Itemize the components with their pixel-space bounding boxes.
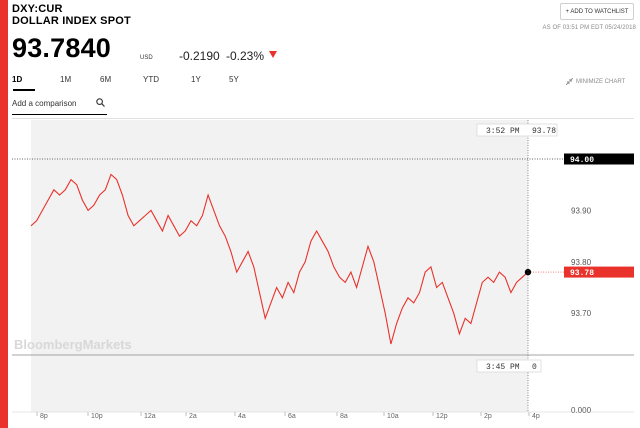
price-change: -0.2190 [179,49,220,63]
down-triangle-icon [269,51,277,58]
x-tick-label: 4a [238,413,246,420]
reference-value-badge [564,153,634,165]
chart-top-divider [12,118,634,119]
tab-5y[interactable]: 5Y [229,75,239,84]
active-tab-underline [13,89,35,91]
price-line [30,173,529,345]
tab-6m[interactable]: 6M [100,75,112,84]
comparison-input[interactable]: Add a comparison [12,93,107,115]
chart-plot-background [31,120,528,412]
x-tick-label: 10p [91,413,103,420]
x-tick-label: 12p [436,413,448,420]
tab-1d[interactable]: 1D [12,75,23,84]
last-price: 93.7840 [12,33,111,63]
tab-1y[interactable]: 1Y [191,75,201,84]
x-tick-label: 10a [387,413,399,420]
comparison-placeholder: Add a comparison [12,99,77,108]
x-tick-label: 2a [189,413,197,420]
last-value-badge [564,266,634,278]
watchlist-button-label: + ADD TO WATCHLIST [565,8,629,15]
add-to-watchlist-button[interactable]: + ADD TO WATCHLIST [560,3,634,20]
accent-bar [0,0,8,428]
y-tick-label: 93.70 [571,309,592,318]
y-tick-label: 93.90 [571,206,592,215]
y-tick-label: 0.000 [571,406,592,415]
x-tick-label: 4p [532,413,540,420]
currency-label: USD [140,55,153,61]
volume-time: 3:45 PM [486,363,520,372]
ticker-symbol: DXY:CUR [12,3,63,15]
x-tick-label: 6a [288,413,296,420]
volume-readout [476,359,542,373]
y-tick-label: 93.80 [571,258,592,267]
crosshair-readout [476,123,558,137]
tab-1m[interactable]: 1M [60,75,72,84]
last-price-marker [524,268,532,276]
reference-value-label: 94.00 [570,156,594,165]
x-tick-label: 8a [340,413,348,420]
minimize-chart-label: MINIMIZE CHART [576,78,626,85]
volume-value: 0 [532,363,537,372]
minimize-chart-button[interactable]: MINIMIZE CHART [566,78,625,85]
crosshair-time: 3:52 PM [486,127,520,136]
x-tick-label: 2p [484,413,492,420]
instrument-name: DOLLAR INDEX SPOT [12,15,131,27]
search-icon [96,98,105,107]
crosshair-value: 93.78 [532,127,556,136]
collapse-arrows-icon [566,78,573,85]
percent-change: -0.23% [226,49,265,63]
bloomberg-watermark: BloombergMarkets [14,337,132,352]
x-tick-label: 12a [144,413,156,420]
last-value-label: 93.78 [570,269,594,278]
x-tick-label: 8p [40,413,48,420]
as-of-timestamp: AS OF 03:51 PM EDT 05/24/2018 [542,25,636,31]
tab-ytd[interactable]: YTD [143,75,159,84]
